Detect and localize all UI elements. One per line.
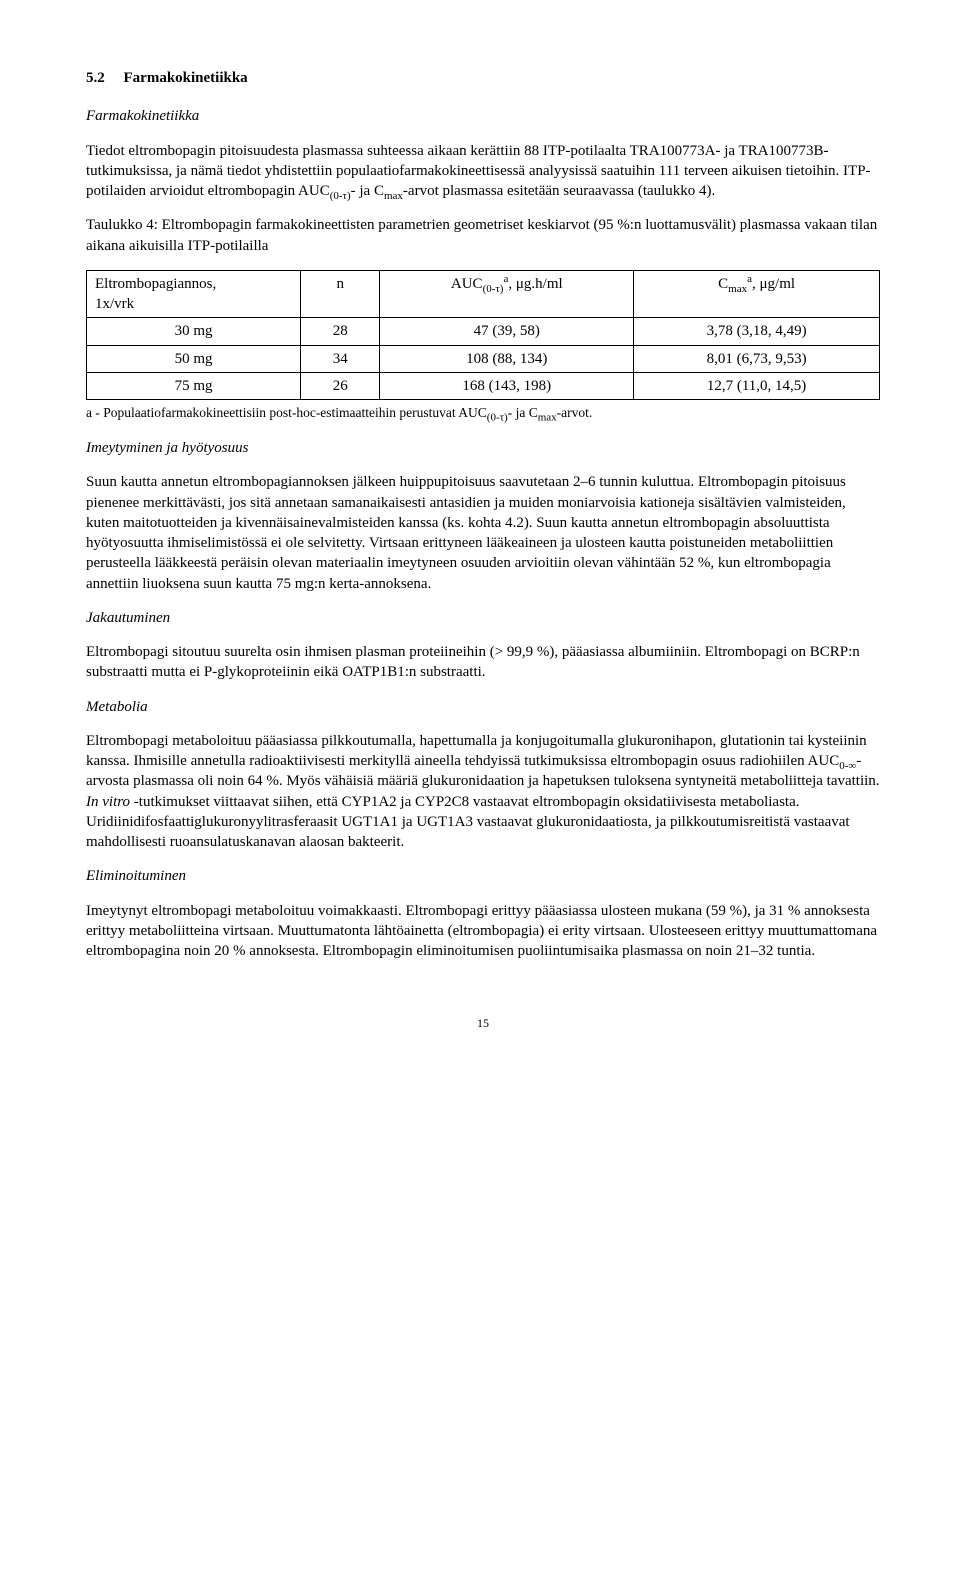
header-n: n <box>301 270 380 318</box>
cell-cmax: 3,78 (3,18, 4,49) <box>634 318 880 345</box>
section-title: Farmakokinetiikka <box>124 70 248 86</box>
table-row: 30 mg 28 47 (39, 58) 3,78 (3,18, 4,49) <box>87 318 880 345</box>
header-dose: Eltrombopagiannos, 1x/vrk <box>87 270 301 318</box>
cell-n: 28 <box>301 318 380 345</box>
page-number: 15 <box>86 1015 880 1031</box>
absorption-heading: Imeytyminen ja hyötyosuus <box>86 438 880 458</box>
header-auc-pre: AUC <box>451 276 483 292</box>
header-auc: AUC(0-τ)a, μg.h/ml <box>380 270 634 318</box>
cell-cmax: 12,7 (11,0, 14,5) <box>634 372 880 399</box>
cell-auc: 47 (39, 58) <box>380 318 634 345</box>
header-auc-post: , μg.h/ml <box>508 276 562 292</box>
section-number: 5.2 <box>86 70 105 86</box>
cell-auc: 168 (143, 198) <box>380 372 634 399</box>
metabolism-pre: Eltrombopagi metaboloituu pääasiassa pil… <box>86 733 867 769</box>
metabolism-italic: In vitro <box>86 794 130 810</box>
metabolism-heading: Metabolia <box>86 697 880 717</box>
pk-table: Eltrombopagiannos, 1x/vrk n AUC(0-τ)a, μ… <box>86 270 880 400</box>
elimination-heading: Eliminoituminen <box>86 866 880 886</box>
table-caption: Taulukko 4: Eltrombopagin farmakokineett… <box>86 215 880 256</box>
header-cmax-post: , μg/ml <box>752 276 795 292</box>
footnote-end: -arvot. <box>557 405 593 420</box>
intro-sub1: (0-τ) <box>330 190 351 202</box>
subheading-pk: Farmakokinetiikka <box>86 106 880 126</box>
cell-dose: 75 mg <box>87 372 301 399</box>
header-auc-sub: (0-τ) <box>483 283 504 295</box>
absorption-paragraph: Suun kautta annetun eltrombopagiannoksen… <box>86 472 880 594</box>
header-cmax: Cmaxa, μg/ml <box>634 270 880 318</box>
cell-cmax: 8,01 (6,73, 9,53) <box>634 345 880 372</box>
cell-n: 34 <box>301 345 380 372</box>
cell-dose: 50 mg <box>87 345 301 372</box>
intro-text-2: - ja C <box>351 183 384 199</box>
footnote-pre: a - Populaatiofarmakokineettisiin post-h… <box>86 405 487 420</box>
header-dose-line2: 1x/vrk <box>95 296 134 312</box>
elimination-paragraph: Imeytynyt eltrombopagi metaboloituu voim… <box>86 901 880 962</box>
header-cmax-sub: max <box>728 283 747 295</box>
table-header-row: Eltrombopagiannos, 1x/vrk n AUC(0-τ)a, μ… <box>87 270 880 318</box>
metabolism-post: -tutkimukset viittaavat siihen, että CYP… <box>86 794 850 851</box>
cell-n: 26 <box>301 372 380 399</box>
intro-text-3: -arvot plasmassa esitetään seuraavassa (… <box>403 183 715 199</box>
footnote-mid: - ja C <box>508 405 538 420</box>
intro-sub2: max <box>384 190 403 202</box>
header-dose-line1: Eltrombopagiannos, <box>95 276 216 292</box>
cell-auc: 108 (88, 134) <box>380 345 634 372</box>
metabolism-sub: 0-∞ <box>839 760 856 772</box>
metabolism-paragraph: Eltrombopagi metaboloituu pääasiassa pil… <box>86 731 880 853</box>
table-row: 50 mg 34 108 (88, 134) 8,01 (6,73, 9,53) <box>87 345 880 372</box>
footnote-sub1: (0-τ) <box>487 412 508 424</box>
footnote-sub2: max <box>538 412 557 424</box>
table-footnote: a - Populaatiofarmakokineettisiin post-h… <box>86 404 880 422</box>
distribution-paragraph: Eltrombopagi sitoutuu suurelta osin ihmi… <box>86 642 880 683</box>
cell-dose: 30 mg <box>87 318 301 345</box>
distribution-heading: Jakautuminen <box>86 608 880 628</box>
table-row: 75 mg 26 168 (143, 198) 12,7 (11,0, 14,5… <box>87 372 880 399</box>
intro-paragraph: Tiedot eltrombopagin pitoisuudesta plasm… <box>86 141 880 202</box>
header-cmax-pre: C <box>718 276 728 292</box>
header-n-text: n <box>337 276 345 292</box>
section-heading: 5.2 Farmakokinetiikka <box>86 68 880 88</box>
